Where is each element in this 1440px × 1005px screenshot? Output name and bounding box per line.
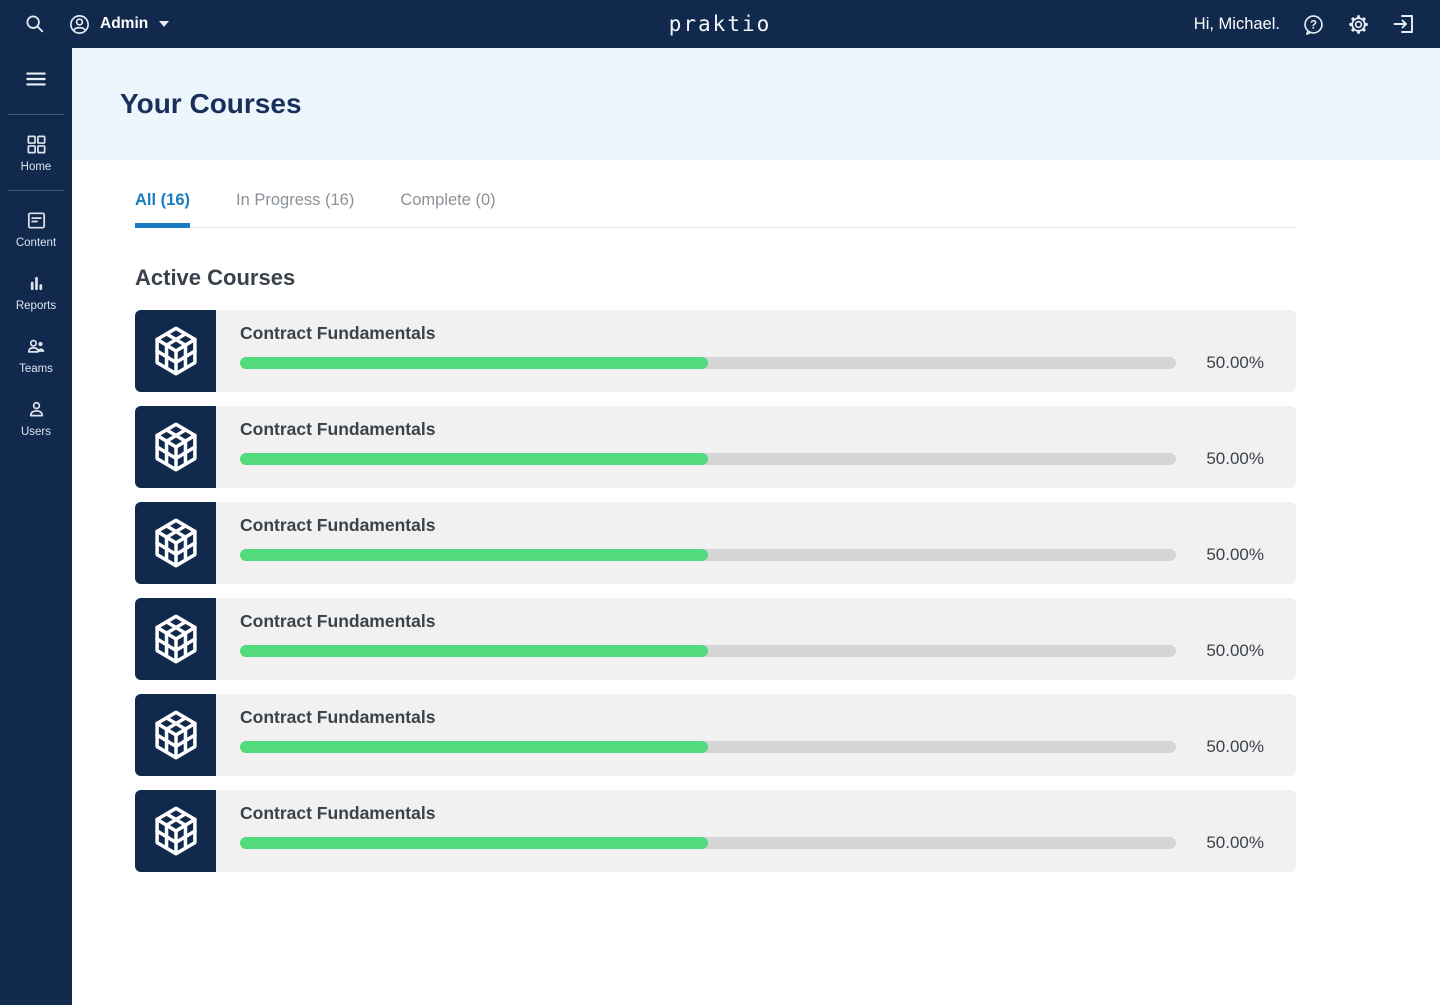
course-card[interactable]: Contract Fundamentals 50.00% xyxy=(135,310,1296,392)
tab-complete[interactable]: Complete (0) xyxy=(400,191,496,209)
course-body: Contract Fundamentals 50.00% xyxy=(216,502,1296,584)
progress-fill xyxy=(240,549,708,561)
cube-icon xyxy=(149,708,203,762)
course-card[interactable]: Contract Fundamentals 50.00% xyxy=(135,694,1296,776)
progress-track xyxy=(240,357,1176,369)
cube-icon xyxy=(149,324,203,378)
course-title: Contract Fundamentals xyxy=(240,803,436,823)
grid-icon xyxy=(25,133,48,156)
course-body: Contract Fundamentals 50.00% xyxy=(216,310,1296,392)
brand-logo: praktio xyxy=(668,12,772,36)
course-title: Contract Fundamentals xyxy=(240,419,436,439)
page-title: Your Courses xyxy=(120,88,302,119)
admin-label: Admin xyxy=(100,15,149,32)
sidebar-item-label: Reports xyxy=(15,300,57,312)
people-icon xyxy=(25,335,48,358)
course-title: Contract Fundamentals xyxy=(240,515,436,535)
course-tile xyxy=(135,406,216,488)
progress-percent: 50.00% xyxy=(1206,545,1264,564)
course-tile xyxy=(135,694,216,776)
course-title: Contract Fundamentals xyxy=(240,707,436,727)
main-content: Your Courses All (16) In Progress (16) C… xyxy=(72,48,1440,1005)
progress-percent: 50.00% xyxy=(1206,641,1264,660)
svg-text:?: ? xyxy=(1310,19,1317,31)
course-body: Contract Fundamentals 50.00% xyxy=(216,790,1296,872)
course-tile xyxy=(135,598,216,680)
progress-track xyxy=(240,453,1176,465)
progress-percent: 50.00% xyxy=(1206,833,1264,852)
course-tile xyxy=(135,310,216,392)
progress-row: 50.00% xyxy=(240,449,1264,469)
person-icon xyxy=(25,398,48,421)
course-body: Contract Fundamentals 50.00% xyxy=(216,694,1296,776)
cube-icon xyxy=(149,516,203,570)
progress-row: 50.00% xyxy=(240,737,1264,757)
menu-icon[interactable] xyxy=(23,66,49,92)
progress-percent: 50.00% xyxy=(1206,449,1264,468)
progress-fill xyxy=(240,741,708,753)
course-card[interactable]: Contract Fundamentals 50.00% xyxy=(135,406,1296,488)
sidebar-item-content[interactable]: Content xyxy=(0,197,72,260)
sidebar-item-home[interactable]: Home xyxy=(0,121,72,184)
sidebar-item-label: Content xyxy=(15,237,57,249)
course-card[interactable]: Contract Fundamentals 50.00% xyxy=(135,598,1296,680)
progress-fill xyxy=(240,645,708,657)
help-icon[interactable]: ? xyxy=(1302,13,1325,36)
progress-row: 50.00% xyxy=(240,353,1264,373)
progress-fill xyxy=(240,453,708,465)
progress-track xyxy=(240,741,1176,753)
progress-percent: 50.00% xyxy=(1206,737,1264,756)
progress-track xyxy=(240,645,1176,657)
progress-row: 50.00% xyxy=(240,833,1264,853)
admin-menu[interactable]: Admin xyxy=(68,13,170,36)
course-tabs: All (16) In Progress (16) Complete (0) xyxy=(135,191,1296,228)
progress-track xyxy=(240,549,1176,561)
sidebar-item-label: Home xyxy=(20,161,52,173)
bar-chart-icon xyxy=(25,272,48,295)
topbar: Admin praktio Hi, Michael. ? xyxy=(0,0,1440,48)
logout-icon[interactable] xyxy=(1392,12,1416,36)
course-title: Contract Fundamentals xyxy=(240,611,436,631)
page-header: Your Courses xyxy=(72,48,1440,160)
sidebar-divider xyxy=(8,190,64,191)
tab-in-progress[interactable]: In Progress (16) xyxy=(236,191,355,209)
tab-all[interactable]: All (16) xyxy=(135,191,191,228)
sidebar-item-label: Users xyxy=(20,426,52,438)
course-body: Contract Fundamentals 50.00% xyxy=(216,598,1296,680)
sidebar-item-teams[interactable]: Teams xyxy=(0,323,72,386)
caret-down-icon xyxy=(159,21,170,27)
sidebar-item-reports[interactable]: Reports xyxy=(0,260,72,323)
section-title: Active Courses xyxy=(135,265,296,290)
progress-percent: 50.00% xyxy=(1206,353,1264,372)
sidebar-divider xyxy=(8,114,64,115)
article-icon xyxy=(25,209,48,232)
course-card[interactable]: Contract Fundamentals 50.00% xyxy=(135,502,1296,584)
cube-icon xyxy=(149,612,203,666)
course-tile xyxy=(135,790,216,872)
sidebar-item-label: Teams xyxy=(19,363,53,375)
progress-track xyxy=(240,837,1176,849)
user-greeting: Hi, Michael. xyxy=(1193,14,1280,33)
cube-icon xyxy=(149,420,203,474)
sidebar: Home Content Reports xyxy=(0,48,72,1005)
gear-icon[interactable] xyxy=(1347,13,1370,36)
course-tile xyxy=(135,502,216,584)
progress-row: 50.00% xyxy=(240,545,1264,565)
search-icon[interactable] xyxy=(24,13,46,35)
course-list: Contract Fundamentals 50.00% xyxy=(135,310,1296,872)
cube-icon xyxy=(149,804,203,858)
course-title: Contract Fundamentals xyxy=(240,323,436,343)
user-circle-icon xyxy=(68,13,91,36)
course-card[interactable]: Contract Fundamentals 50.00% xyxy=(135,790,1296,872)
progress-row: 50.00% xyxy=(240,641,1264,661)
progress-fill xyxy=(240,837,708,849)
sidebar-item-users[interactable]: Users xyxy=(0,386,72,449)
progress-fill xyxy=(240,357,708,369)
course-body: Contract Fundamentals 50.00% xyxy=(216,406,1296,488)
